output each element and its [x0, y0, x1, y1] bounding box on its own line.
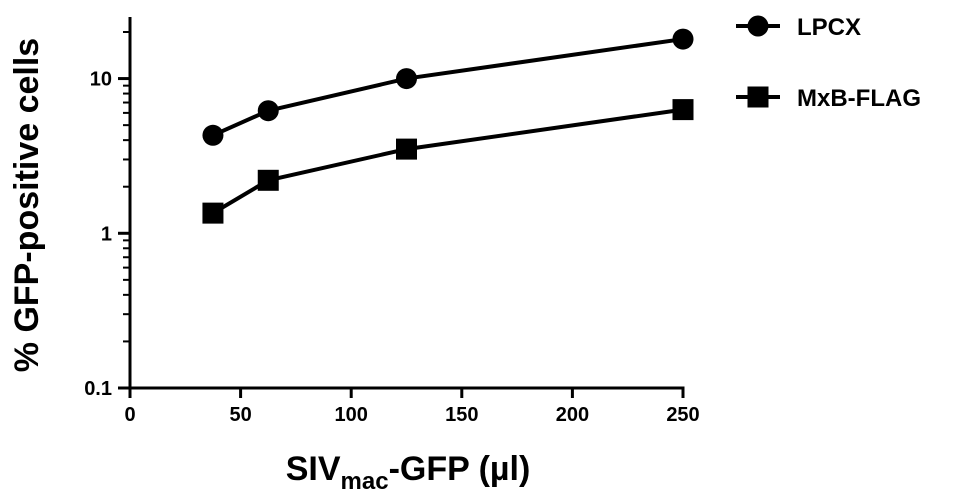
legend-circle-marker — [747, 15, 769, 37]
series-2 — [202, 99, 694, 224]
x-ticks: 0 50 100 150 200 250 — [124, 388, 700, 426]
x-axis-title-subscript: mac — [341, 468, 389, 495]
y-tick-label: 0.1 — [84, 378, 112, 400]
y-tick-label: 10 — [90, 69, 112, 91]
x-tick-label: 200 — [556, 404, 589, 426]
series-line — [211, 107, 684, 215]
x-tick-label: 50 — [229, 404, 251, 426]
data-point-square — [202, 202, 224, 224]
legend-entry-2: MxB-FLAG — [736, 85, 921, 112]
data-point-circle — [257, 100, 279, 122]
x-tick-label: 100 — [335, 404, 368, 426]
legend-label: MxB-FLAG — [797, 85, 921, 112]
data-point-circle — [396, 68, 417, 90]
x-axis-title-main: SIV — [286, 450, 341, 488]
series-line — [212, 37, 684, 138]
data-point-square — [672, 99, 694, 121]
legend-square-marker — [747, 86, 769, 108]
data-point-circle — [672, 28, 694, 50]
y-ticks: 0.1 1 10 — [84, 30, 130, 400]
series-1 — [202, 28, 694, 146]
x-tick-label: 250 — [666, 404, 699, 426]
legend: LPCX MxB-FLAG — [736, 14, 921, 112]
y-tick-label: 1 — [101, 223, 112, 245]
y-axis-title: % GFP-positive cells — [8, 38, 46, 372]
legend-label: LPCX — [797, 14, 861, 41]
legend-entry-1: LPCX — [736, 14, 861, 41]
data-point-square — [257, 169, 279, 191]
data-point-circle — [202, 124, 224, 146]
plot-series — [202, 28, 694, 224]
data-point-square — [396, 138, 417, 160]
x-axis-title: SIVmac-GFP (µl) — [286, 450, 531, 495]
x-tick-label: 150 — [445, 404, 478, 426]
x-axis-title-rest: -GFP (µl) — [389, 450, 531, 488]
x-tick-label: 0 — [124, 404, 135, 426]
